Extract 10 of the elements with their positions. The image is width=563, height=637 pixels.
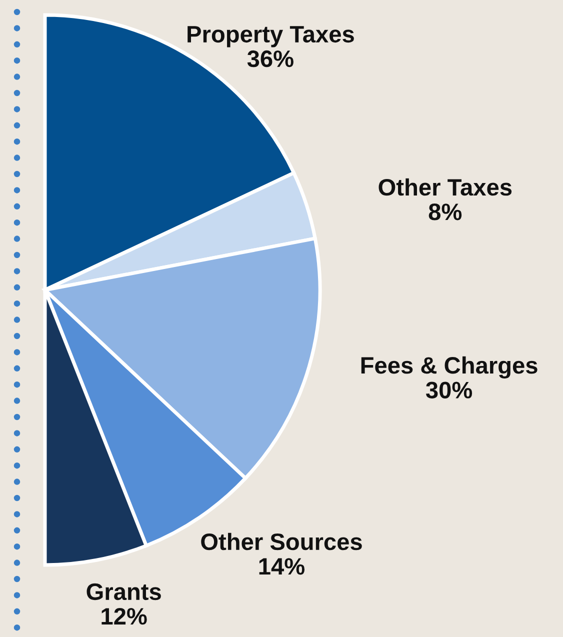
slice-label: Other Taxes — [378, 178, 512, 196]
data-label: 12% — [102, 608, 147, 625]
data-label: 14% — [259, 558, 305, 575]
slice-label: Grants — [86, 583, 161, 600]
slice-label: Other Sources — [201, 532, 362, 550]
data-label: 36% — [247, 50, 294, 68]
data-label: 30% — [426, 382, 472, 398]
data-label: 8% — [428, 204, 462, 220]
slice-label: Fees & Charges — [361, 356, 538, 379]
slice-label: Property Taxes — [188, 26, 354, 48]
